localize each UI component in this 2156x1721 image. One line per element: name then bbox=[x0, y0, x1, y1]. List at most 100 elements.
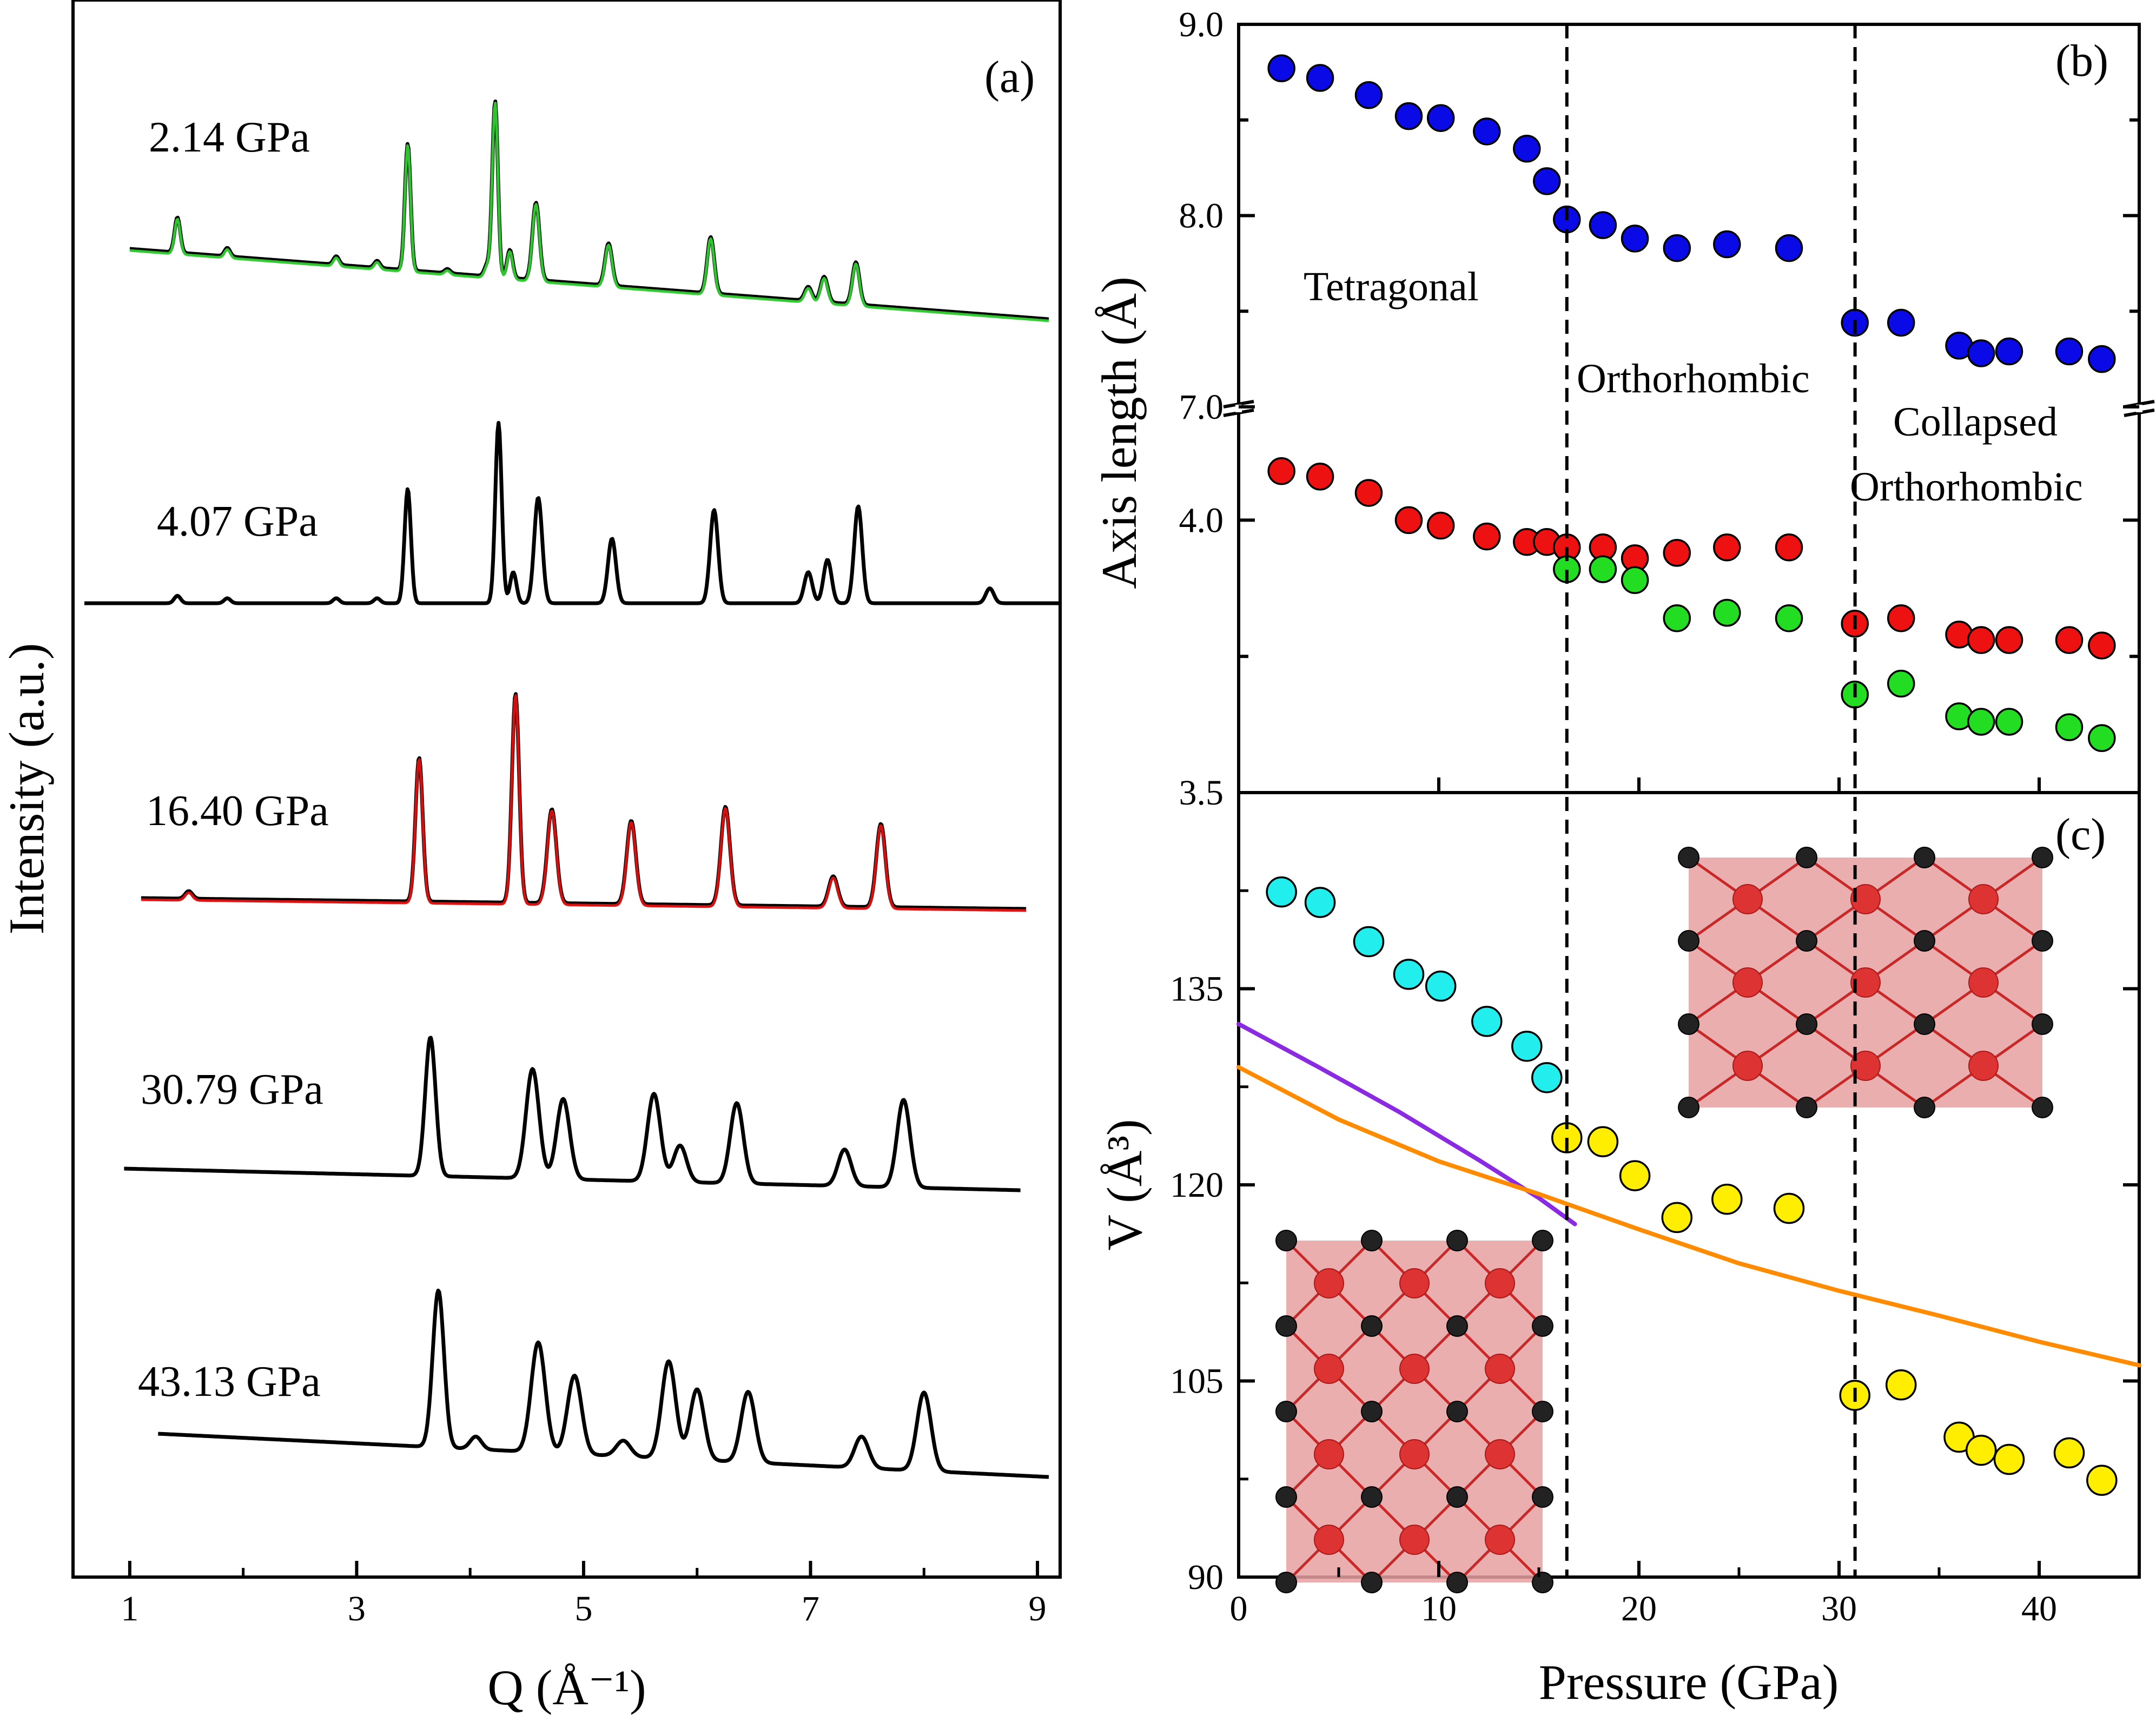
panel-c-y-tick-label: 120 bbox=[1170, 1165, 1224, 1205]
lattice-atom-dark bbox=[1446, 1315, 1468, 1337]
pressure-label-1: 2.14 GPa bbox=[149, 114, 310, 161]
volume-point-tetragonal bbox=[1471, 1006, 1503, 1037]
axis-length-point-b bbox=[1775, 533, 1803, 562]
axis-length-point-b bbox=[1663, 539, 1691, 567]
lattice-atom-red bbox=[1968, 1051, 1999, 1081]
lattice-atom-dark bbox=[1532, 1315, 1553, 1337]
lattice-atom-red bbox=[1850, 884, 1881, 914]
panel-a-y-title: Intensity (a.u.) bbox=[0, 643, 54, 934]
lattice-atom-dark bbox=[1275, 1230, 1297, 1251]
lattice-atom-dark bbox=[1678, 1097, 1699, 1118]
axis-length-point-c bbox=[1995, 708, 2023, 736]
axis-length-point-a bbox=[1663, 234, 1691, 262]
lattice-atom-dark bbox=[1532, 1486, 1553, 1508]
axis-length-point-c bbox=[1967, 708, 1995, 736]
axis-length-point-c bbox=[2088, 724, 2116, 753]
panel-c-label: (c) bbox=[2055, 809, 2106, 860]
phase-label-collapsed-orthorhombic: Orthorhombic bbox=[1850, 464, 2083, 510]
lattice-atom-dark bbox=[1796, 1013, 1817, 1035]
panel-b-y-title: Axis length (Å) bbox=[1092, 276, 1147, 589]
panel-c-x-tick-label: 30 bbox=[1821, 1589, 1857, 1628]
spectrum-fit-1 bbox=[129, 102, 1049, 322]
axis-length-point-b bbox=[1887, 604, 1915, 632]
lattice-atom-red bbox=[1399, 1439, 1430, 1469]
axis-length-point-b bbox=[1967, 626, 1995, 654]
axis-length-point-b bbox=[1354, 479, 1383, 507]
panel-b-y-tick-label: 3.5 bbox=[1179, 773, 1224, 813]
lattice-atom-red bbox=[1314, 1439, 1344, 1469]
axis-length-point-b bbox=[1267, 457, 1295, 485]
lattice-atom-dark bbox=[1446, 1230, 1468, 1251]
volume-point-orthorhombic bbox=[1965, 1434, 1997, 1466]
axis-length-point-a bbox=[1775, 234, 1803, 262]
panel-c-x-title: Pressure (GPa) bbox=[1539, 1654, 1838, 1710]
panel-c-x-tick-label: 40 bbox=[2021, 1589, 2057, 1628]
lattice-atom-dark bbox=[1796, 847, 1817, 868]
lattice-atom-dark bbox=[1532, 1230, 1553, 1251]
panel-c-fit-curves bbox=[1236, 1021, 2141, 1368]
panel-a-frame bbox=[71, 0, 1062, 1579]
lattice-atom-dark bbox=[1678, 930, 1699, 952]
axis-length-point-a bbox=[1267, 54, 1295, 83]
axis-length-point-a bbox=[2055, 337, 2084, 366]
axis-length-point-c bbox=[1589, 555, 1617, 583]
spectrum-2 bbox=[83, 421, 1061, 605]
axis-length-point-b bbox=[2088, 631, 2116, 660]
axis-length-point-a bbox=[1621, 225, 1649, 253]
lattice-atom-red bbox=[1968, 967, 1999, 998]
lattice-atom-dark bbox=[1361, 1401, 1383, 1422]
tetragonal-lattice-inset bbox=[1275, 1230, 1553, 1593]
lattice-atom-red bbox=[1968, 884, 1999, 914]
lattice-atom-dark bbox=[1361, 1572, 1383, 1593]
pressure-label-4: 30.79 GPa bbox=[141, 1066, 323, 1113]
axis-length-point-a bbox=[1533, 167, 1561, 195]
volume-point-orthorhombic bbox=[1773, 1192, 1805, 1224]
lattice-atom-dark bbox=[1275, 1572, 1297, 1593]
lattice-atom-dark bbox=[2032, 1013, 2053, 1035]
axis-length-point-a bbox=[1887, 308, 1915, 337]
lattice-atom-dark bbox=[2032, 847, 2053, 868]
lattice-atom-dark bbox=[2032, 1097, 2053, 1118]
lattice-atom-red bbox=[1314, 1268, 1344, 1298]
lattice-atom-dark bbox=[1796, 1097, 1817, 1118]
axis-length-point-a bbox=[1354, 81, 1383, 109]
volume-point-orthorhombic bbox=[1711, 1183, 1743, 1215]
lattice-atom-dark bbox=[1446, 1572, 1468, 1593]
panel-b-y-tick-label: 7.0 bbox=[1179, 387, 1224, 427]
axis-length-point-a bbox=[1426, 104, 1455, 132]
pressure-label-5: 43.13 GPa bbox=[138, 1358, 321, 1406]
volume-point-orthorhombic bbox=[1661, 1202, 1693, 1234]
lattice-atom-red bbox=[1399, 1525, 1430, 1555]
phase-label-collapsed: Collapsed bbox=[1893, 399, 2058, 445]
lattice-atom-dark bbox=[1361, 1230, 1383, 1251]
panel-a-x-ticks: 1 3 5 7 9 bbox=[121, 1561, 1047, 1628]
spectrum-fit-3 bbox=[141, 694, 1027, 912]
panel-a-spectra-lines bbox=[83, 100, 1061, 1479]
panel-c-data-points bbox=[1266, 876, 2118, 1496]
axis-length-point-a bbox=[1967, 339, 1995, 367]
volume-point-tetragonal bbox=[1393, 959, 1425, 990]
spectrum-4 bbox=[123, 1036, 1022, 1192]
lattice-atom-red bbox=[1732, 884, 1763, 914]
axis-length-point-c bbox=[1775, 604, 1803, 632]
lattice-atom-dark bbox=[1796, 930, 1817, 952]
pressure-label-3: 16.40 GPa bbox=[146, 787, 329, 835]
volume-point-orthorhombic bbox=[2053, 1437, 2085, 1469]
lattice-atom-dark bbox=[1914, 930, 1935, 952]
lattice-atom-dark bbox=[2032, 930, 2053, 952]
panel-c-y-tick-label: 135 bbox=[1170, 970, 1224, 1009]
lattice-atom-red bbox=[1732, 967, 1763, 998]
panel-c-ticks: 90 105 120 135 0 10 20 30 40 bbox=[1170, 889, 2139, 1628]
axis-length-point-b bbox=[1306, 463, 1334, 491]
fit-curve-1 bbox=[1236, 1021, 1577, 1227]
lattice-atom-red bbox=[1732, 1051, 1763, 1081]
axis-length-point-a bbox=[1713, 230, 1741, 259]
lattice-atom-red bbox=[1850, 1051, 1881, 1081]
axis-length-point-b bbox=[2055, 626, 2084, 654]
volume-point-orthorhombic bbox=[2086, 1465, 2118, 1496]
phase-label-tetragonal: Tetragonal bbox=[1304, 264, 1479, 309]
axis-length-point-c bbox=[1663, 604, 1691, 632]
lattice-atom-dark bbox=[1361, 1486, 1383, 1508]
volume-point-tetragonal bbox=[1266, 876, 1297, 908]
